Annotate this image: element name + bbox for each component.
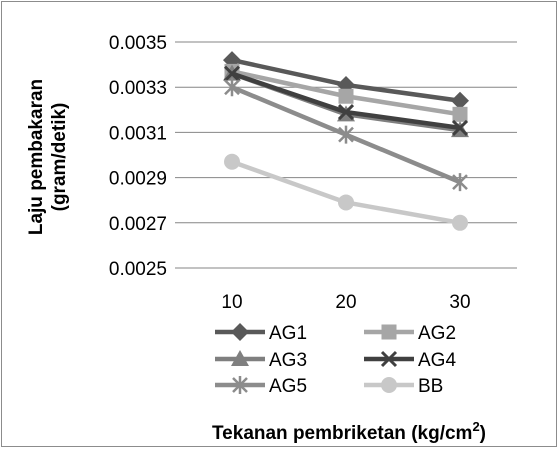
legend-marker-ag1: [231, 323, 249, 341]
data-point-ag4: [451, 119, 469, 136]
y-tick-label: 0.0033: [109, 78, 167, 99]
legend-marker-ag5: [232, 376, 248, 394]
data-point-bb: [224, 153, 240, 170]
legend-label-ag3: AG3: [269, 350, 307, 371]
data-point-ag4: [337, 103, 355, 121]
y-axis-label-line2: (gram/detik): [49, 103, 70, 212]
x-axis-label: Tekanan pembriketan (kg/cm2): [212, 419, 486, 444]
data-point-ag5: [452, 173, 468, 192]
legend-marker-bb: [381, 377, 397, 393]
y-tick-label: 0.0025: [109, 259, 167, 280]
x-tick-label: 20: [335, 292, 356, 313]
y-axis-label-line1: Laju pembakaran: [26, 79, 47, 235]
data-point-ag2: [452, 106, 468, 122]
data-point-bb: [452, 214, 468, 231]
legend-marker-ag2: [381, 324, 397, 340]
series-line-bb: [231, 159, 461, 226]
legend-label-ag4: AG4: [418, 350, 456, 371]
y-tick-label: 0.0031: [109, 123, 167, 144]
legend-label-ag5: AG5: [269, 376, 307, 397]
x-tick-label: 10: [221, 292, 242, 313]
data-point-ag1: [451, 91, 469, 110]
data-point-bb: [338, 194, 354, 211]
x-axis-label-main: Tekanan pembriketan (kg/cm: [212, 423, 472, 444]
legend-label-bb: BB: [418, 376, 443, 397]
legend-label-ag2: AG2: [418, 323, 456, 344]
legend-label-ag1: AG1: [269, 323, 307, 344]
x-tick-label: 30: [449, 292, 470, 313]
data-point-ag4: [223, 65, 241, 82]
x-axis-label-tail: ): [480, 423, 486, 444]
legend-marker-ag4: [380, 350, 398, 368]
data-point-ag5: [224, 78, 240, 97]
data-point-ag5: [338, 125, 354, 144]
y-tick-label: 0.0027: [109, 214, 167, 235]
legend-marker-ag3: [231, 350, 249, 366]
y-tick-label: 0.0029: [109, 169, 167, 190]
data-point-ag2: [338, 88, 354, 104]
y-tick-label: 0.0035: [109, 33, 167, 54]
x-axis-label-sup: 2: [472, 419, 479, 434]
